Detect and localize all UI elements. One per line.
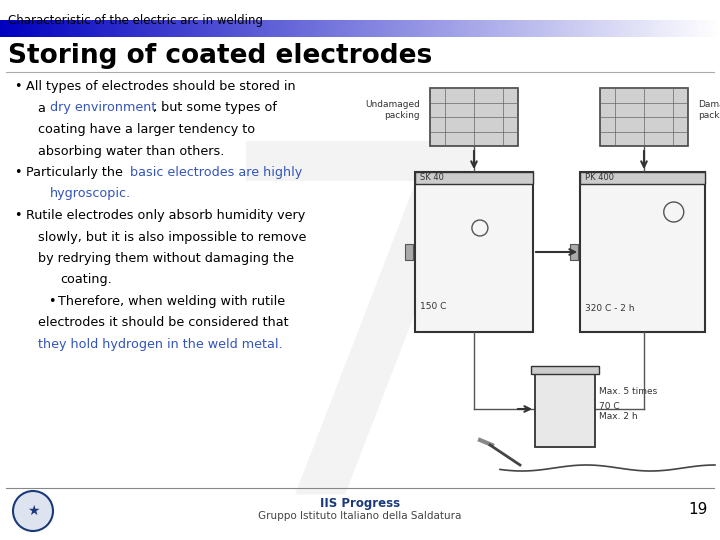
Bar — [535, 372, 595, 447]
Bar — [430, 88, 518, 146]
Text: absorbing water than others.: absorbing water than others. — [38, 145, 225, 158]
Text: coating.: coating. — [60, 273, 112, 287]
Circle shape — [13, 491, 53, 531]
Text: •: • — [48, 295, 55, 308]
Text: Damaged
packing: Damaged packing — [698, 100, 720, 120]
Bar — [405, 244, 413, 260]
Text: 150 C: 150 C — [420, 302, 446, 311]
Text: Gruppo Istituto Italiano della Saldatura: Gruppo Istituto Italiano della Saldatura — [258, 511, 462, 521]
Text: electrodes it should be considered that: electrodes it should be considered that — [38, 316, 289, 329]
Text: slowly, but it is also impossible to remove: slowly, but it is also impossible to rem… — [38, 231, 307, 244]
Text: a: a — [38, 102, 50, 114]
Text: Particularly the: Particularly the — [26, 166, 127, 179]
Bar — [415, 172, 533, 332]
Text: 19: 19 — [688, 502, 708, 517]
Text: dry environment: dry environment — [50, 102, 156, 114]
Text: •: • — [14, 209, 22, 222]
Text: hygroscopic.: hygroscopic. — [50, 187, 131, 200]
Text: Characteristic of the electric arc in welding: Characteristic of the electric arc in we… — [8, 14, 263, 27]
Text: by redrying them without damaging the: by redrying them without damaging the — [38, 252, 294, 265]
Text: •: • — [14, 166, 22, 179]
Text: Storing of coated electrodes: Storing of coated electrodes — [8, 43, 432, 69]
Text: SK 40: SK 40 — [420, 173, 444, 183]
Text: Max. 5 times: Max. 5 times — [599, 387, 657, 396]
Text: PK 400: PK 400 — [585, 173, 614, 183]
Text: Rutile electrodes only absorb humidity very: Rutile electrodes only absorb humidity v… — [26, 209, 305, 222]
Bar — [531, 366, 599, 374]
Bar — [600, 88, 688, 146]
Bar — [570, 244, 578, 260]
Text: IIS Progress: IIS Progress — [320, 497, 400, 510]
Text: 70 C
Max. 2 h: 70 C Max. 2 h — [599, 402, 638, 421]
Text: coating have a larger tendency to: coating have a larger tendency to — [38, 123, 255, 136]
Bar — [415, 172, 533, 184]
Text: •: • — [14, 80, 22, 93]
Text: 7: 7 — [205, 125, 515, 540]
Text: , but some types of: , but some types of — [153, 102, 277, 114]
Text: Therefore, when welding with rutile: Therefore, when welding with rutile — [58, 295, 285, 308]
Text: Undamaged
packing: Undamaged packing — [365, 100, 420, 120]
Text: basic electrodes are highly: basic electrodes are highly — [130, 166, 302, 179]
Text: they hold hydrogen in the weld metal.: they hold hydrogen in the weld metal. — [38, 338, 283, 351]
Bar — [580, 172, 705, 332]
Bar — [580, 172, 705, 184]
Text: 320 C - 2 h: 320 C - 2 h — [585, 304, 634, 313]
Text: All types of electrodes should be stored in: All types of electrodes should be stored… — [26, 80, 296, 93]
Text: ★: ★ — [27, 504, 40, 518]
